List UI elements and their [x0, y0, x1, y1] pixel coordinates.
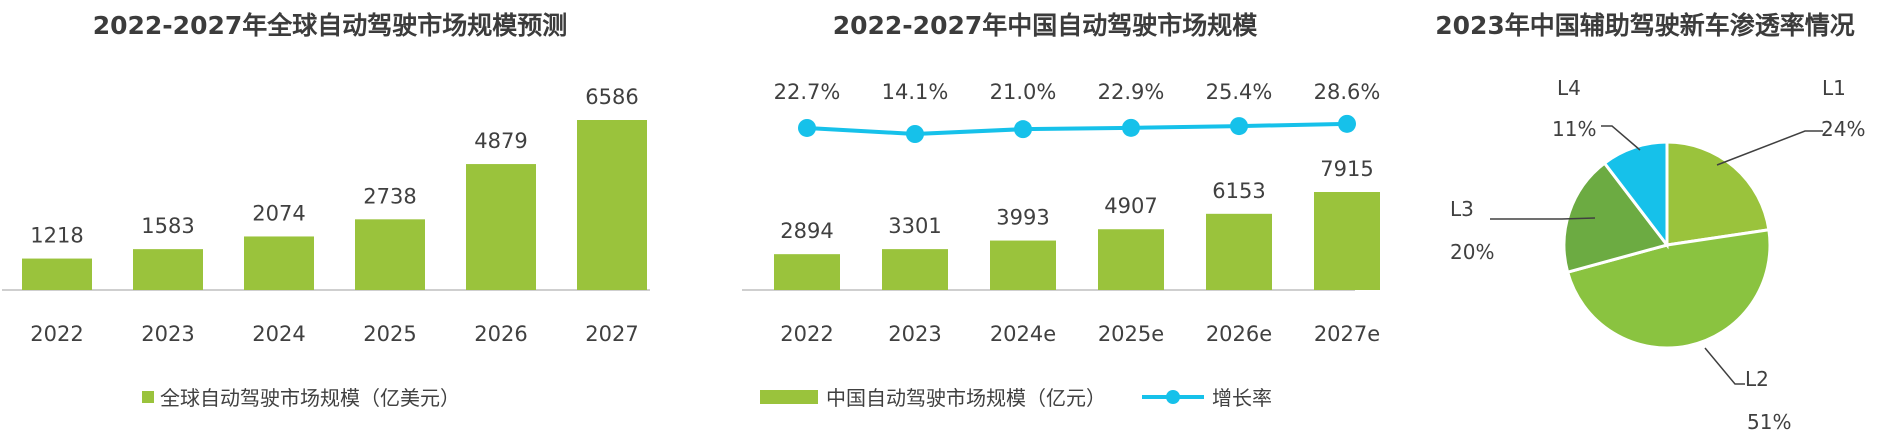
- x-tick-label: 2023: [141, 322, 194, 346]
- data-label: 6586: [585, 85, 638, 109]
- slice-value-label: 20%: [1450, 240, 1494, 264]
- bar: [990, 240, 1056, 290]
- pie-slice: [1665, 140, 1771, 247]
- data-label: 3301: [888, 214, 941, 238]
- chart-panel-penetration: 2023年中国辅助驾驶新车渗透率情况 L1 24% L2 51% L3 20% L4 11%: [1395, 0, 1895, 437]
- bar: [1098, 229, 1164, 290]
- legend: 中国自动驾驶市场规模（亿元） 增长率: [760, 382, 1272, 411]
- growth-rate-line: [806, 121, 1348, 137]
- rate-label: 21.0%: [990, 80, 1057, 104]
- bar: [882, 249, 948, 290]
- growth-rate-point: [1122, 118, 1140, 137]
- x-tick-label: 2027e: [1314, 322, 1380, 346]
- data-label: 4907: [1104, 194, 1157, 218]
- x-tick-label: 2025: [363, 322, 416, 346]
- rate-label: 28.6%: [1314, 80, 1381, 104]
- x-tick-label: 2027: [585, 322, 638, 346]
- slice-value-label: 11%: [1552, 117, 1596, 141]
- x-tick-label: 2022: [780, 322, 833, 346]
- rate-label: 14.1%: [882, 80, 949, 104]
- x-tick-label: 2026e: [1206, 322, 1272, 346]
- global-bar-chart: 1218 2022 1583 2023 2074 2024 2738 2025 4879 2026…: [2, 85, 650, 346]
- data-label: 6153: [1212, 179, 1265, 203]
- chart-title: 2022-2027年中国自动驾驶市场规模: [832, 11, 1258, 40]
- bar: [466, 164, 536, 290]
- data-label: 2074: [252, 201, 305, 225]
- data-label: 2738: [363, 184, 416, 208]
- bar: [577, 120, 647, 290]
- data-label: 1583: [141, 214, 194, 238]
- legend-swatch: [142, 390, 154, 403]
- leader-line: [1601, 125, 1641, 151]
- chart-panel-china: 2022-2027年中国自动驾驶市场规模 2894 2022 22.7% 3301 20…: [730, 0, 1380, 437]
- x-tick-label: 2024e: [990, 322, 1056, 346]
- growth-rate-point: [906, 125, 924, 143]
- x-tick-label: 2025e: [1098, 322, 1164, 346]
- legend-label-bar: 中国自动驾驶市场规模（亿元）: [826, 386, 1106, 410]
- growth-rate-point: [798, 118, 816, 137]
- x-tick-label: 2022: [30, 322, 83, 346]
- rate-label: 22.9%: [1098, 80, 1165, 104]
- rate-label: 25.4%: [1206, 80, 1273, 104]
- legend-label: 全球自动驾驶市场规模（亿美元）: [160, 386, 460, 410]
- penetration-pie-chart: L1 24% L2 51% L3 20% L4 11%: [1450, 76, 1865, 434]
- china-bar-line-chart: 2894 2022 22.7% 3301 2023 14.1% 3993 2024e 21.0%…: [742, 80, 1380, 346]
- pie-slice: [1562, 161, 1670, 274]
- x-tick-label: 2026: [474, 322, 527, 346]
- slice-value-label: 24%: [1821, 117, 1865, 141]
- x-tick-label: 2023: [888, 322, 941, 346]
- chart-title: 2022-2027年全球自动驾驶市场规模预测: [92, 11, 568, 40]
- bar: [355, 219, 425, 290]
- chart-title: 2023年中国辅助驾驶新车渗透率情况: [1435, 11, 1855, 40]
- data-label: 3993: [996, 206, 1049, 230]
- leader-line: [1716, 130, 1823, 166]
- pie-slice: [1602, 140, 1669, 250]
- slice-name-label: L4: [1557, 76, 1581, 100]
- slice-value-label: 51%: [1747, 410, 1791, 434]
- slice-name-label: L2: [1745, 367, 1769, 391]
- growth-rate-point: [1338, 114, 1356, 133]
- bar: [133, 249, 203, 290]
- leader-line: [1490, 217, 1596, 220]
- leader-line: [1704, 347, 1745, 385]
- chart-panel-global: 2022-2027年全球自动驾驶市场规模预测 1218 2022 1583 2023 2…: [0, 0, 660, 437]
- slice-name-label: L1: [1822, 76, 1846, 100]
- legend-swatch-line: [1142, 389, 1204, 404]
- growth-rate-point: [1014, 120, 1032, 139]
- data-label: 4879: [474, 129, 527, 153]
- legend-swatch-bar: [760, 389, 818, 404]
- legend-label-line: 增长率: [1212, 386, 1272, 410]
- growth-rate-point: [1230, 117, 1248, 136]
- bar: [774, 254, 840, 290]
- data-label: 2894: [780, 219, 833, 243]
- bar: [1206, 213, 1272, 290]
- bar: [1314, 192, 1380, 290]
- bar: [244, 236, 314, 290]
- slice-name-label: L3: [1450, 197, 1474, 221]
- data-label: 1218: [30, 224, 83, 248]
- x-tick-label: 2024: [252, 322, 305, 346]
- legend: 全球自动驾驶市场规模（亿美元）: [142, 382, 460, 411]
- data-label: 7915: [1320, 157, 1373, 181]
- rate-label: 22.7%: [774, 80, 841, 104]
- bar: [22, 258, 92, 290]
